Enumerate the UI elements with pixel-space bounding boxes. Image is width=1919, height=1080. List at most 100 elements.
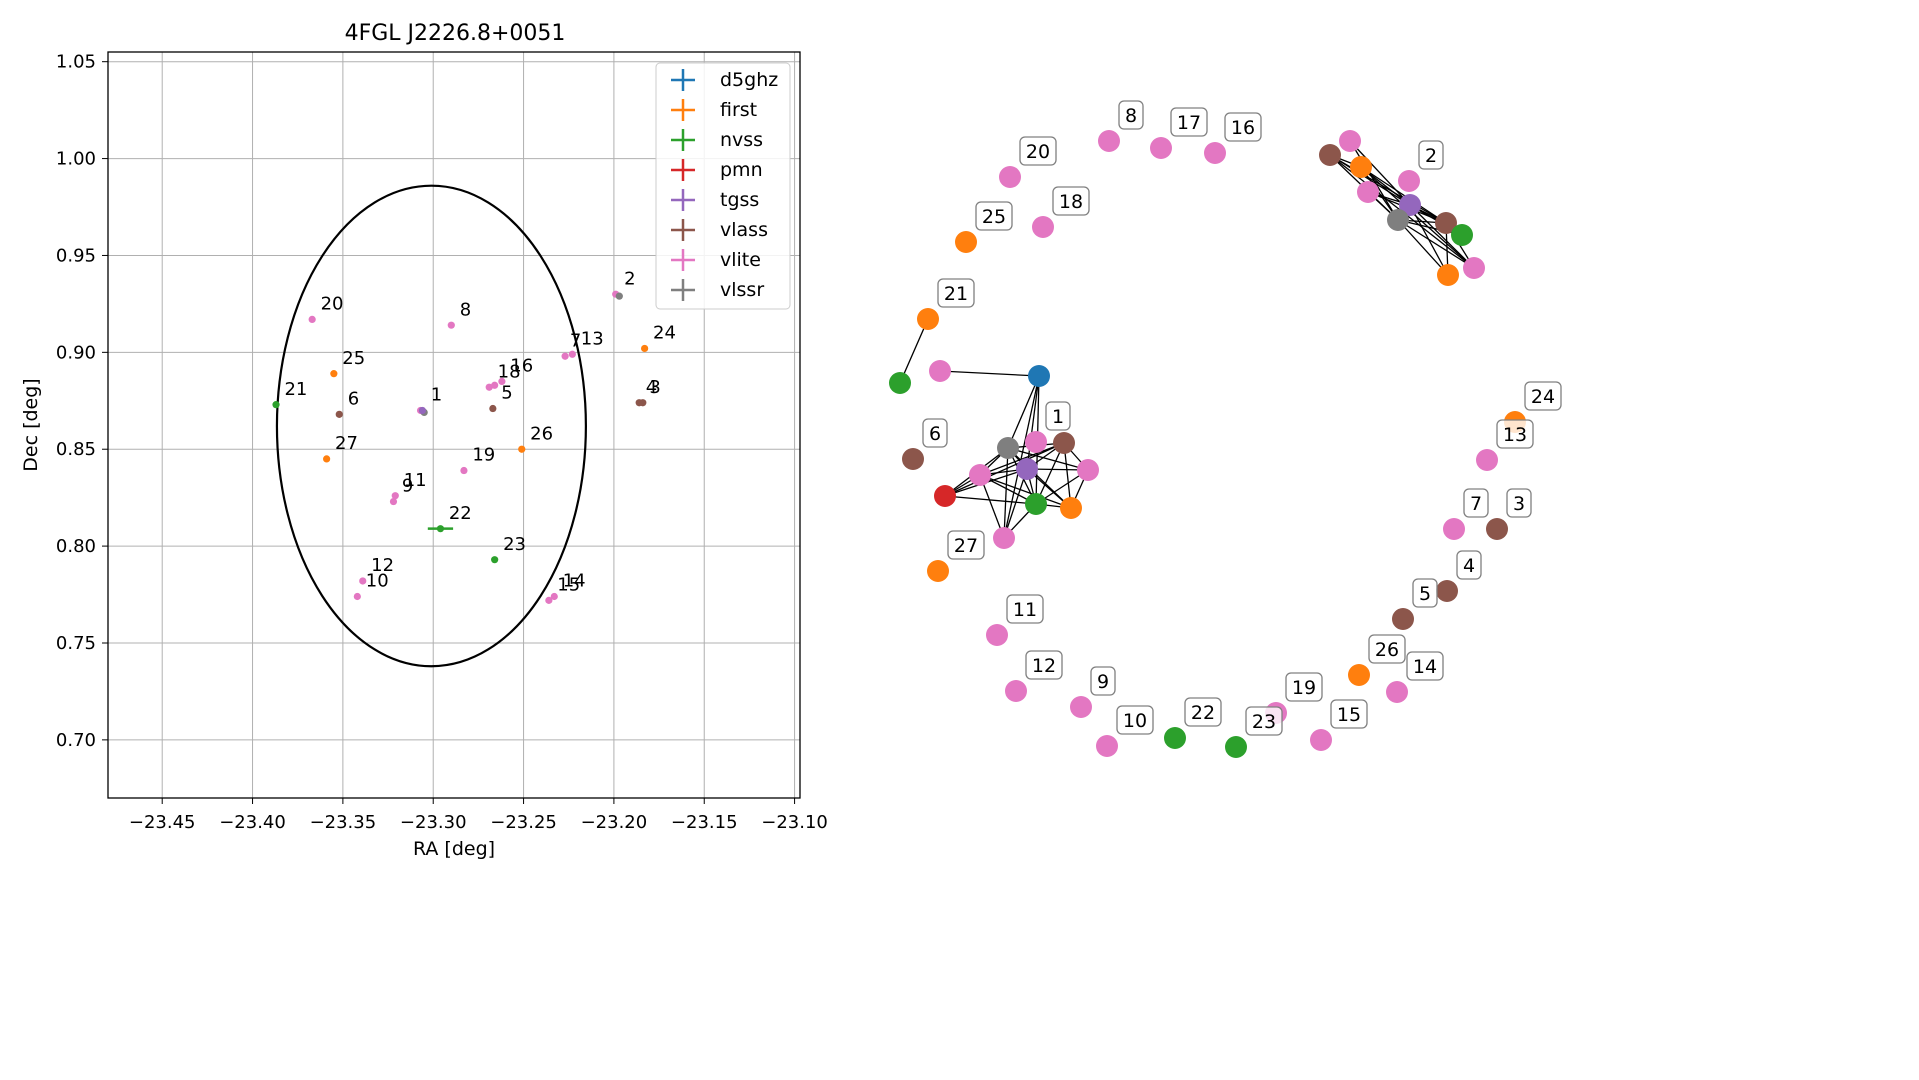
graph-node-vlite (1339, 130, 1361, 152)
graph-node-label-text: 1 (1052, 406, 1064, 428)
point-label: 18 (498, 361, 521, 382)
data-point-vlite (359, 577, 367, 585)
graph-node-label-text: 17 (1177, 112, 1201, 134)
graph-node-label: 27 (947, 530, 985, 560)
graph-node-labels: 1 21 2 8 17 16 20 18 25 6 27 11 12 9 10 22 23 19 15 26 14 5 4 7… (922, 100, 1562, 736)
graph-node-label: 16 (1224, 112, 1262, 142)
data-point-vlass (335, 410, 343, 418)
graph-node-label-text: 4 (1463, 555, 1475, 577)
graph-node-first (1437, 264, 1459, 286)
point-label: 3 (649, 377, 660, 398)
graph-node-label-text: 12 (1032, 655, 1056, 677)
graph-node-label: 23 (1245, 706, 1283, 736)
graph-node-vlite (1310, 729, 1332, 751)
data-point-vlite (308, 315, 316, 323)
point-label: 27 (335, 433, 358, 454)
graph-node-vlite (1032, 216, 1054, 238)
data-point-vlite (498, 377, 506, 386)
axes-frame (107, 51, 801, 799)
data-point-tgss (418, 406, 426, 415)
graph-edge (899, 318, 929, 384)
point-label: 8 (460, 299, 471, 320)
y-tick-label: 0.70 (56, 730, 96, 751)
legend-label-tgss: tgss (720, 189, 759, 211)
graph-node-vlite (1070, 696, 1092, 718)
graph-node-label-text: 10 (1123, 710, 1147, 732)
data-point-first (641, 344, 649, 353)
graph-node-label: 8 (1118, 100, 1144, 130)
graph-edge (944, 495, 1037, 505)
error-ellipse-shape (275, 184, 587, 668)
graph-node-label: 7 (1463, 488, 1489, 518)
data-point-vlite (389, 497, 398, 506)
graph-node-label-text: 18 (1059, 191, 1083, 213)
graph-node-label-box (937, 278, 975, 308)
graph-edge (1349, 140, 1411, 206)
graph-node-label: 18 (1052, 186, 1090, 216)
legend-label-vlite: vlite (720, 249, 761, 271)
graph-node-vlite (993, 527, 1015, 549)
point-label: 25 (342, 348, 365, 369)
graph-node-label: 20 (1019, 136, 1057, 166)
graph-node-label-box (1170, 107, 1208, 137)
graph-node-pmn (934, 485, 956, 507)
graph-node-label-box (1116, 705, 1154, 735)
data-point-vlass (639, 399, 647, 407)
data-point-vlite (485, 383, 493, 391)
graph-node-label: 24 (1524, 381, 1562, 411)
graph-node-label-text: 23 (1252, 711, 1276, 733)
graph-edge (979, 474, 1005, 539)
data-points (272, 290, 649, 604)
graph-edge (979, 474, 1072, 509)
point-label: 4 (646, 377, 657, 398)
graph-node-label: 1 (1045, 401, 1071, 431)
graph-node-label-text: 22 (1191, 702, 1215, 724)
graph-node-first (927, 560, 949, 582)
graph-node-label-text: 6 (929, 423, 941, 445)
point-label: 12 (371, 555, 394, 576)
graph-node-label-text: 26 (1375, 639, 1399, 661)
graph-node-label-text: 2 (1425, 145, 1437, 167)
graph-node-label-box (1019, 136, 1057, 166)
graph-node-vlass (1319, 144, 1341, 166)
graph-node-label: 26 (1368, 634, 1406, 664)
legend-label-first: first (720, 99, 757, 121)
data-point-vlite (447, 321, 455, 329)
x-tick-label: −23.15 (671, 812, 738, 833)
data-point-vlssr (615, 292, 623, 300)
graph-edge (1007, 447, 1089, 471)
graph-node-label-box (1456, 550, 1482, 580)
graph-node-label-box (947, 530, 985, 560)
network-graph: 1 21 2 8 17 16 20 18 25 6 27 11 12 9 10 22 23 19 15 26 14 5 4 7… (889, 100, 1562, 758)
graph-node-vlite (1077, 459, 1099, 481)
y-tick-label: 1.00 (56, 149, 96, 170)
graph-node-label-box (1224, 112, 1262, 142)
graph-node-label-box (1368, 634, 1406, 664)
point-label: 2 (624, 268, 635, 289)
graph-node-label-box (1118, 100, 1144, 130)
graph-node-label-box (1330, 699, 1368, 729)
data-point-vlite (491, 381, 499, 389)
graph-node-label-text: 20 (1026, 141, 1050, 163)
graph-node-label-text: 15 (1337, 704, 1361, 726)
point-label: 23 (503, 534, 526, 555)
data-point-nvss (436, 525, 445, 533)
graph-edge (1003, 447, 1009, 539)
graph-node-vlass (1435, 212, 1457, 234)
graph-node-label-box (1245, 706, 1283, 736)
graph-node-label-text: 7 (1470, 493, 1482, 515)
graph-node-label-box (1506, 488, 1532, 518)
point-label: 13 (581, 328, 604, 349)
grid (108, 52, 800, 798)
graph-edge (944, 442, 1065, 497)
graph-node-vlite (1098, 130, 1120, 152)
legend-box (655, 62, 791, 310)
graph-node-label-text: 9 (1097, 671, 1109, 693)
graph-edge (1409, 204, 1475, 269)
data-point-vlite (391, 492, 399, 500)
graph-node-label-text: 24 (1531, 386, 1555, 408)
graph-node-label-box (1406, 651, 1444, 681)
point-label: 7 (570, 330, 581, 351)
graph-node-vlass (1486, 518, 1508, 540)
